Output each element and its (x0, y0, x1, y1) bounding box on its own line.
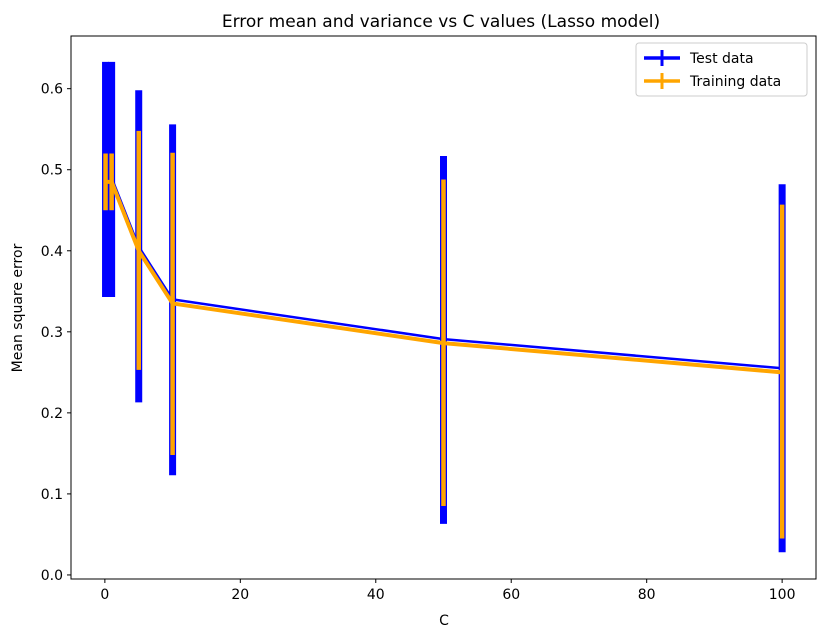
x-tick-label-2: 40 (367, 587, 385, 603)
legend-entry-training: Training data (644, 73, 781, 90)
series-line-1 (105, 179, 783, 375)
x-axis: 0 20 40 60 80 100 (100, 579, 796, 603)
y-tick-label-5: 0.5 (41, 163, 63, 179)
series-1 (103, 130, 785, 539)
x-axis-label: C (439, 613, 449, 629)
legend-label-test: Test data (689, 51, 754, 67)
y-tick-label-1: 0.1 (41, 487, 63, 503)
x-tick-label-4: 80 (638, 587, 656, 603)
x-tick-label-1: 20 (231, 587, 249, 603)
legend-label-training: Training data (689, 74, 781, 90)
y-tick-label-2: 0.2 (41, 406, 63, 422)
plot-frame (70, 35, 817, 580)
y-tick-label-3: 0.3 (41, 325, 63, 341)
y-tick-label-0: 0.0 (41, 568, 63, 584)
y-tick-label-6: 0.6 (41, 82, 63, 98)
plot-area (102, 61, 786, 553)
y-axis: 0.0 0.1 0.2 0.3 0.4 0.5 0.6 (41, 82, 71, 584)
legend-entry-test: Test data (644, 50, 754, 67)
x-tick-label-5: 100 (769, 587, 796, 603)
y-tick-label-4: 0.4 (41, 244, 63, 260)
chart-title: Error mean and variance vs C values (Las… (222, 12, 660, 32)
legend: Test data Training data (635, 42, 808, 97)
x-tick-label-0: 0 (100, 587, 109, 603)
y-axis-label: Mean square error (10, 243, 26, 372)
x-tick-label-3: 60 (502, 587, 520, 603)
